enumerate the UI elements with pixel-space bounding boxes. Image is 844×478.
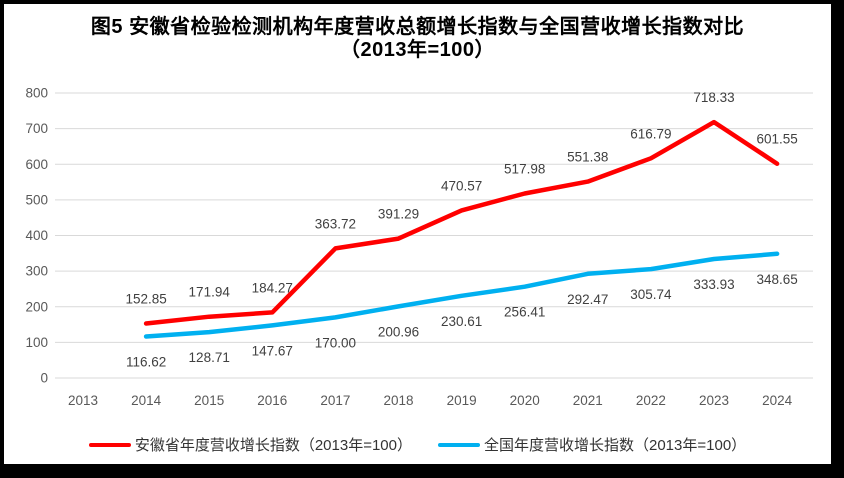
data-label: 128.71 bbox=[189, 350, 230, 365]
data-label: 517.98 bbox=[504, 162, 545, 177]
legend-item-anhui: 安徽省年度营收增长指数（2013年=100） bbox=[88, 434, 412, 455]
data-label: 470.57 bbox=[441, 178, 482, 193]
data-label: 348.65 bbox=[756, 272, 797, 287]
legend-label-anhui: 安徽省年度营收增长指数（2013年=100） bbox=[134, 437, 412, 454]
y-tick-label: 0 bbox=[40, 371, 48, 386]
x-tick-label: 2019 bbox=[447, 393, 477, 408]
series-line-1 bbox=[143, 251, 780, 339]
legend-label-national: 全国年度营收增长指数（2013年=100） bbox=[484, 437, 747, 454]
data-label: 333.93 bbox=[693, 277, 734, 292]
x-tick-label: 2023 bbox=[699, 393, 729, 408]
data-label: 363.72 bbox=[315, 216, 356, 231]
y-tick-label: 400 bbox=[25, 228, 48, 243]
legend-swatch-anhui-icon bbox=[88, 442, 131, 447]
y-tick-label: 100 bbox=[25, 335, 48, 350]
data-label: 170.00 bbox=[315, 335, 356, 350]
data-label: 200.96 bbox=[378, 324, 419, 339]
data-label: 230.61 bbox=[441, 314, 482, 329]
data-label: 391.29 bbox=[378, 207, 419, 222]
x-tick-label: 2018 bbox=[383, 393, 413, 408]
x-tick-label: 2016 bbox=[257, 393, 287, 408]
line-chart: 0 100 200 300 400 500 600 700 800 2013 2014 2015 201… bbox=[25, 86, 813, 408]
x-tick-label: 2013 bbox=[68, 393, 98, 408]
y-tick-label: 600 bbox=[25, 157, 48, 172]
data-label: 184.27 bbox=[252, 280, 293, 295]
data-label: 616.79 bbox=[630, 126, 671, 141]
x-tick-label: 2021 bbox=[573, 393, 603, 408]
chart-subtitle: （2013年=100） bbox=[339, 39, 496, 61]
legend-item-national: 全国年度营收增长指数（2013年=100） bbox=[438, 434, 746, 455]
x-tick-label: 2015 bbox=[194, 393, 224, 408]
x-tick-label: 2014 bbox=[131, 393, 162, 408]
data-label: 171.94 bbox=[189, 285, 231, 300]
data-label: 116.62 bbox=[126, 355, 166, 370]
series-line-0 bbox=[143, 119, 780, 326]
x-tick-label: 2022 bbox=[636, 393, 666, 408]
data-label: 601.55 bbox=[756, 132, 797, 147]
data-label: 718.33 bbox=[693, 90, 734, 105]
chart-title-block: 图5 安徽省检验检测机构年度营收总额增长指数与全国营收增长指数对比 （2013年… bbox=[4, 16, 831, 62]
x-tick-label: 2020 bbox=[510, 393, 540, 408]
y-tick-label: 800 bbox=[25, 86, 48, 101]
data-label: 152.85 bbox=[125, 292, 166, 307]
y-tick-label: 300 bbox=[25, 264, 48, 279]
chart-title: 图5 安徽省检验检测机构年度营收总额增长指数与全国营收增长指数对比 bbox=[90, 16, 745, 38]
y-tick-label: 200 bbox=[25, 299, 48, 314]
x-tick-label: 2017 bbox=[320, 393, 350, 408]
chart-legend: 安徽省年度营收增长指数（2013年=100） 全国年度营收增长指数（2013年=… bbox=[4, 434, 831, 455]
figure-page: 0 100 200 300 400 500 600 700 800 2013 2014 2015 201… bbox=[4, 4, 831, 464]
data-label: 305.74 bbox=[630, 287, 672, 302]
data-label: 292.47 bbox=[567, 292, 608, 307]
data-label: 551.38 bbox=[567, 150, 608, 165]
y-tick-label: 700 bbox=[25, 121, 48, 136]
x-tick-label: 2024 bbox=[762, 393, 793, 408]
y-tick-label: 500 bbox=[25, 192, 48, 207]
data-label: 147.67 bbox=[252, 343, 293, 358]
legend-swatch-national-icon bbox=[438, 442, 480, 447]
data-label: 256.41 bbox=[504, 305, 545, 320]
